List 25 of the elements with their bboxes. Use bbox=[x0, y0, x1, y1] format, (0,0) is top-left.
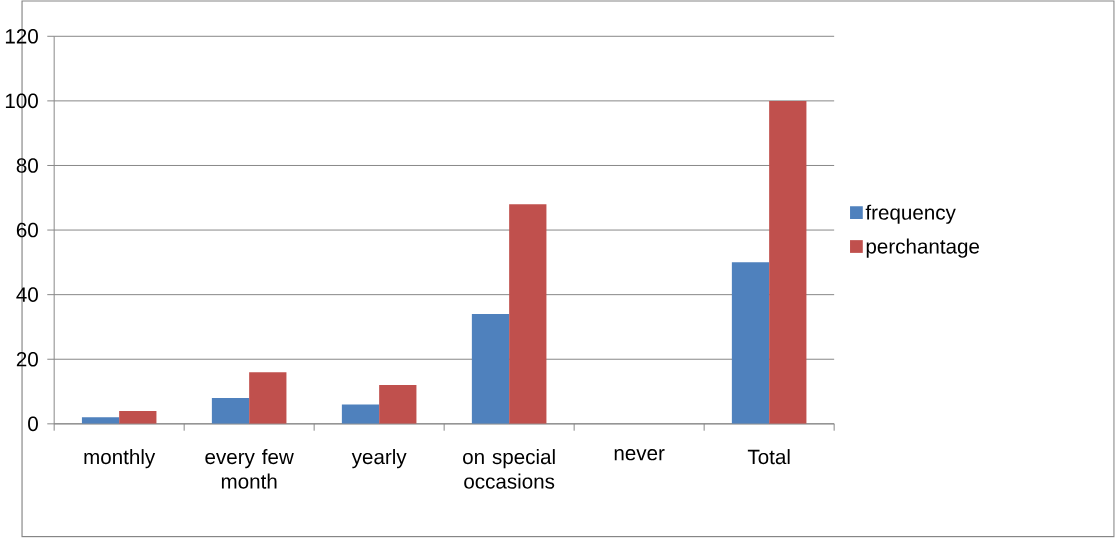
legend-label: perchantage bbox=[866, 238, 980, 258]
y-tick-label: 80 bbox=[16, 158, 38, 173]
x-tick-label: yearly bbox=[351, 449, 407, 469]
x-tick-label: Total bbox=[747, 449, 790, 465]
y-tick-label: 20 bbox=[16, 352, 38, 367]
y-tick-label: 120 bbox=[5, 29, 38, 44]
x-tick-label: every few month bbox=[205, 449, 294, 489]
y-tick-label: 100 bbox=[5, 93, 38, 109]
bar bbox=[379, 385, 417, 424]
bar bbox=[731, 262, 770, 424]
y-tick-label: 0 bbox=[28, 416, 38, 432]
x-tick-label: monthly bbox=[84, 449, 156, 469]
bar bbox=[119, 411, 157, 424]
bar bbox=[81, 417, 120, 424]
bar bbox=[471, 314, 510, 424]
x-tick-label: on special occasions bbox=[463, 449, 555, 489]
y-tick-label: 60 bbox=[16, 222, 38, 238]
legend-label: frequency bbox=[865, 204, 956, 225]
y-tick-label: 40 bbox=[16, 287, 38, 303]
bar bbox=[509, 204, 547, 424]
bar bbox=[211, 398, 250, 424]
bar bbox=[249, 372, 287, 424]
bar bbox=[341, 404, 380, 424]
bar bbox=[769, 101, 807, 424]
x-tick-label: never bbox=[614, 449, 665, 461]
